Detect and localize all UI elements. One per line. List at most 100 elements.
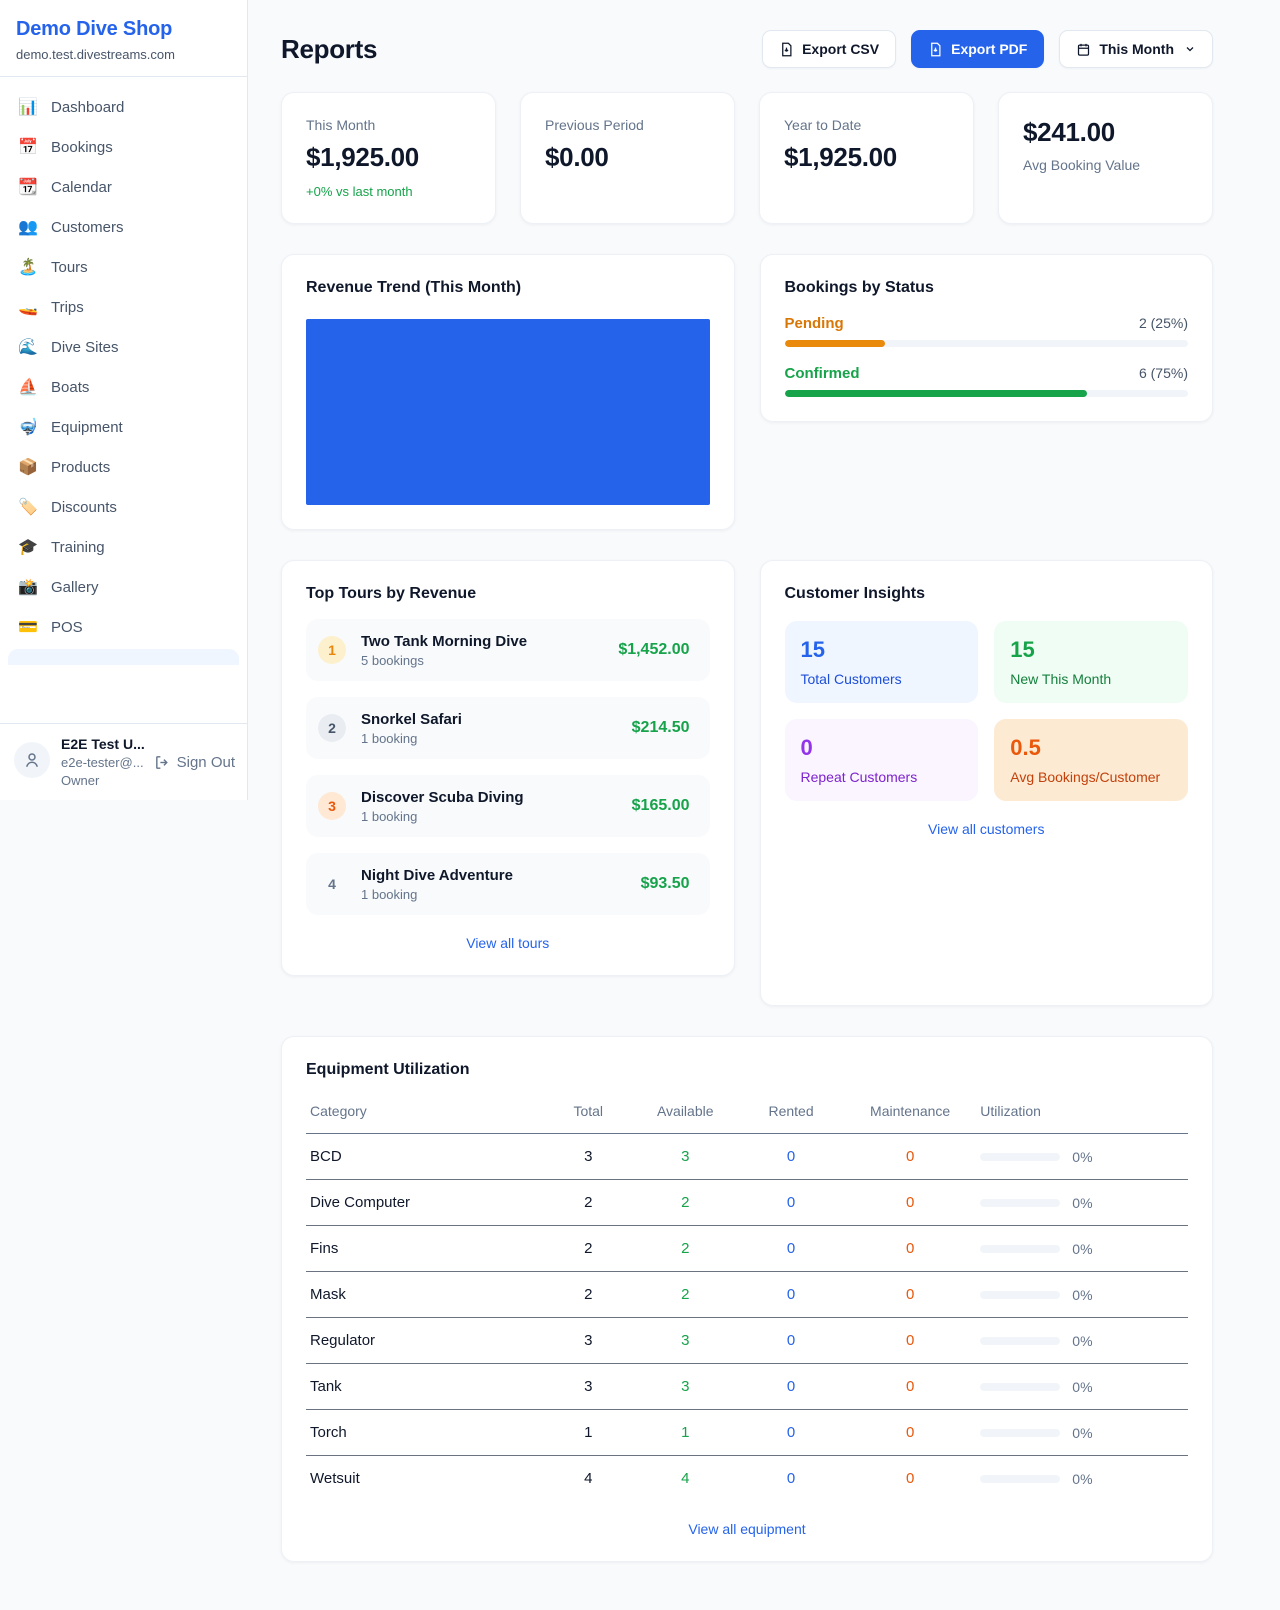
- cell-available: 3: [632, 1317, 739, 1364]
- cell-available: 2: [632, 1271, 739, 1318]
- cell-rented: 0: [738, 1409, 844, 1456]
- user-info: E2E Test U... e2e-tester@... Owner: [61, 736, 145, 788]
- cell-total: 2: [544, 1179, 633, 1226]
- cell-available: 2: [632, 1179, 739, 1226]
- cell-maintenance: 0: [843, 1317, 977, 1364]
- stat-value: $1,925.00: [306, 142, 419, 172]
- shop-name[interactable]: Demo Dive Shop: [16, 18, 173, 40]
- tile-value: 0.5: [1010, 735, 1041, 760]
- sidebar-item-bookings[interactable]: 📅 Bookings: [0, 127, 247, 167]
- charts-row: Revenue Trend (This Month) Bookings by S…: [281, 254, 1213, 530]
- tile-label: Repeat Customers: [800, 769, 918, 785]
- cell-category: Torch: [306, 1409, 545, 1456]
- period-dropdown[interactable]: This Month: [1059, 30, 1213, 68]
- view-all-customers-link[interactable]: View all customers: [928, 821, 1045, 837]
- calendar-outline-icon: [1078, 43, 1090, 56]
- cell-category: Tank: [306, 1363, 545, 1410]
- cell-category: Fins: [306, 1225, 545, 1272]
- stat-label: Avg Booking Value: [1023, 157, 1141, 173]
- sidebar-item-training[interactable]: 🎓 Training: [0, 527, 247, 567]
- tile-repeat-customers: 0 Repeat Customers: [784, 719, 979, 801]
- cell-category: Mask: [306, 1271, 545, 1318]
- cell-category: Dive Computer: [306, 1179, 545, 1226]
- col-utilization: Utilization: [976, 1093, 1188, 1134]
- sidebar-item-customers[interactable]: 👥 Customers: [0, 207, 247, 247]
- sidebar-item-equipment[interactable]: 🤿 Equipment: [0, 407, 247, 447]
- sidebar-item-label: Tours: [51, 258, 88, 276]
- utilization-percent: 0%: [1072, 1424, 1093, 1441]
- col-maintenance: Maintenance: [843, 1093, 977, 1134]
- cell-total: 3: [544, 1317, 633, 1364]
- table-row: Fins 2 2 0 0 0%: [306, 1225, 1188, 1272]
- camera-icon: 📸: [18, 579, 38, 596]
- stat-delta: +0% vs last month: [306, 184, 413, 199]
- logout-icon: [155, 756, 168, 769]
- sidebar-item-calendar[interactable]: 📆 Calendar: [0, 167, 247, 207]
- sidebar-item-discounts[interactable]: 🏷️ Discounts: [0, 487, 247, 527]
- cell-total: 4: [584, 1470, 593, 1487]
- utilization-bar: [980, 1336, 1061, 1345]
- cell-rented: 0: [738, 1179, 844, 1226]
- dashboard-icon: 📊: [18, 99, 38, 116]
- status-label: Pending: [784, 315, 844, 332]
- graduation-cap-icon: 🎓: [18, 539, 38, 556]
- export-csv-button[interactable]: Export CSV: [762, 30, 897, 68]
- sidebar-item-label: Discounts: [51, 498, 117, 516]
- tour-amount: $1,452.00: [618, 641, 690, 658]
- cell-rented: 0: [786, 1470, 796, 1487]
- shop-subdomain: demo.test.divestreams.com: [16, 47, 175, 62]
- stat-value: $1,925.00: [784, 142, 897, 172]
- file-download-icon: [782, 42, 792, 56]
- cell-maintenance: 0: [843, 1133, 977, 1180]
- export-pdf-button[interactable]: Export PDF: [911, 30, 1045, 68]
- view-all-tours-link[interactable]: View all tours: [466, 935, 550, 951]
- cell-utilization: 0%: [976, 1456, 1188, 1502]
- sidebar-item-tours[interactable]: 🏝️ Tours: [0, 247, 247, 287]
- sidebar: Demo Dive Shop demo.test.divestreams.com…: [0, 0, 248, 800]
- status-row-confirmed: Confirmed 6 (75%): [784, 365, 1188, 397]
- tile-avg-bookings: 0.5 Avg Bookings/Customer: [994, 719, 1188, 801]
- view-all-equipment-link[interactable]: View all equipment: [688, 1521, 806, 1537]
- equipment-table: Category Total Available Rented Maintena…: [306, 1093, 1188, 1501]
- tour-info: Discover Scuba Diving 1 booking: [361, 789, 617, 824]
- cell-total: 2: [544, 1271, 633, 1318]
- tour-info: Snorkel Safari 1 booking: [361, 711, 617, 746]
- sidebar-item-gallery[interactable]: 📸 Gallery: [0, 567, 247, 607]
- stat-card-this-month: This Month $1,925.00 +0% vs last month: [281, 92, 496, 224]
- sidebar-item-products[interactable]: 📦 Products: [0, 447, 247, 487]
- status-count: 2 (25%): [1138, 315, 1188, 331]
- sidebar-item-pos[interactable]: 💳 POS: [0, 607, 247, 647]
- sidebar-item-dive-sites[interactable]: 🌊 Dive Sites: [0, 327, 247, 367]
- cell-total: 2: [544, 1225, 633, 1272]
- sailboat-icon: ⛵: [18, 379, 38, 396]
- sidebar-item-label: Dive Sites: [51, 338, 119, 356]
- sign-out-button[interactable]: Sign Out: [154, 754, 235, 771]
- cell-maintenance: 0: [843, 1179, 977, 1226]
- tour-name: Snorkel Safari: [361, 710, 462, 728]
- table-row: BCD 3 3 0 0 0%: [306, 1133, 1188, 1180]
- calendar-date-icon: 📅: [18, 139, 38, 156]
- utilization-percent: 0%: [1072, 1332, 1093, 1349]
- cell-available: 1: [632, 1409, 739, 1456]
- sidebar-item-reports-partial[interactable]: [8, 649, 239, 665]
- tour-name: Two Tank Morning Dive: [361, 632, 528, 650]
- top-tours-title: Top Tours by Revenue: [306, 585, 477, 602]
- status-count: 6 (75%): [1138, 365, 1188, 381]
- sidebar-item-dashboard[interactable]: 📊 Dashboard: [0, 87, 247, 127]
- tour-bookings: 1 booking: [361, 730, 418, 746]
- stat-card-previous-period: Previous Period $0.00: [520, 92, 735, 224]
- sidebar-item-trips[interactable]: 🚤 Trips: [0, 287, 247, 327]
- cell-utilization: 0%: [976, 1271, 1188, 1318]
- revenue-trend-title: Revenue Trend (This Month): [306, 279, 522, 296]
- sidebar-item-label: Boats: [51, 378, 90, 396]
- export-pdf-label: Export PDF: [951, 41, 1028, 57]
- tour-amount: $165.00: [631, 797, 690, 814]
- sidebar-item-boats[interactable]: ⛵ Boats: [0, 367, 247, 407]
- sidebar-item-label: Dashboard: [51, 98, 125, 116]
- user-avatar: [14, 742, 50, 778]
- table-row: Wetsuit 4 4 0 0 0%: [306, 1456, 1188, 1502]
- sidebar-item-label: Equipment: [51, 418, 123, 436]
- customer-insights-card: Customer Insights 15 Total Customers 15 …: [759, 560, 1213, 1006]
- equipment-title: Equipment Utilization: [306, 1061, 470, 1078]
- cell-rented: 0: [738, 1363, 844, 1410]
